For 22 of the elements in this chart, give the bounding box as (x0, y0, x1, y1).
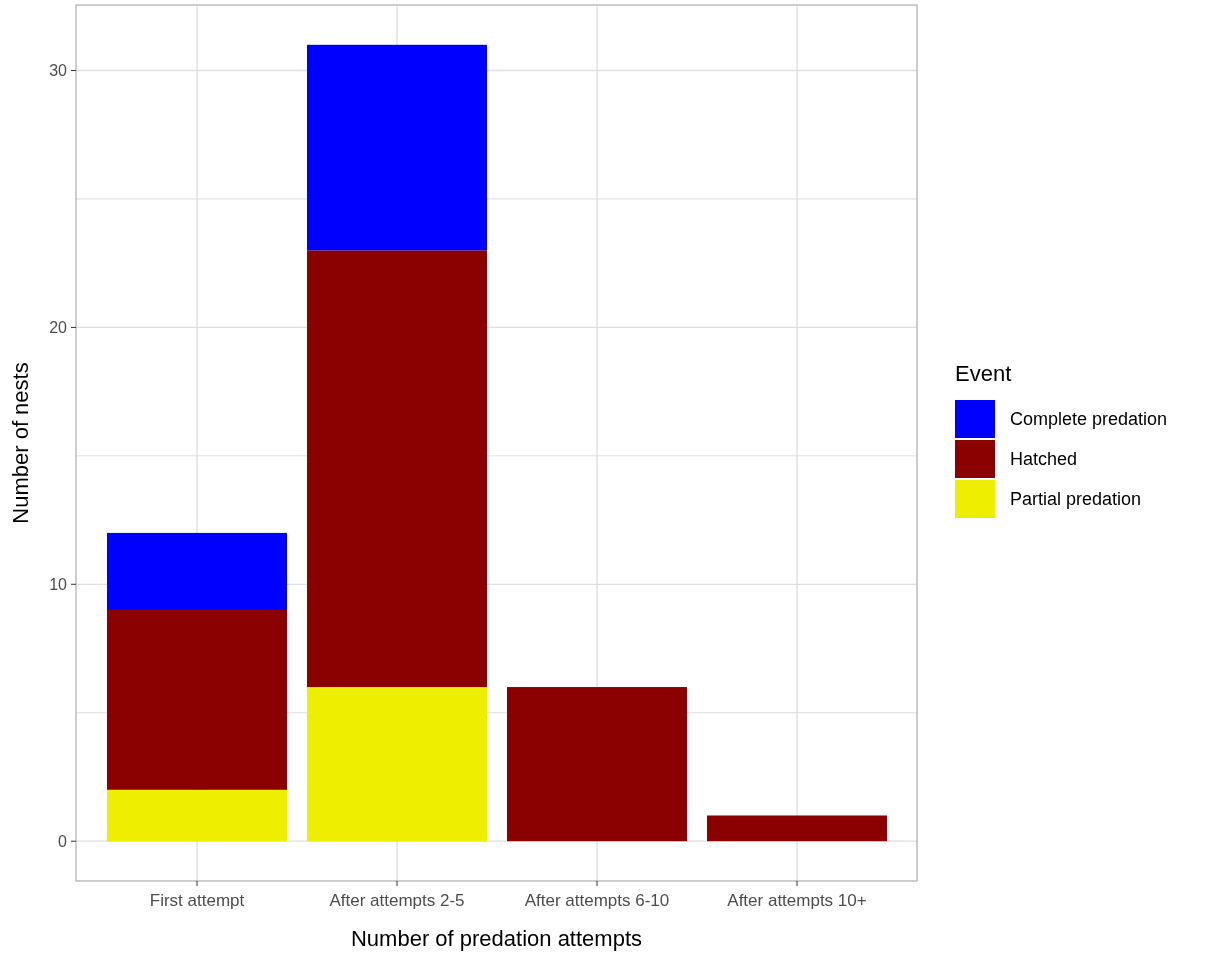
x-tick-label: First attempt (149, 891, 245, 910)
legend-label: Complete predation (1010, 409, 1168, 430)
bar (107, 609, 287, 790)
bar (307, 250, 487, 688)
bar (307, 44, 487, 251)
y-axis-title: Number of nests (8, 362, 33, 524)
y-tick-label: 30 (49, 62, 68, 80)
x-tick-label: After attempts 10+ (727, 891, 867, 910)
x-axis-title: Number of predation attempts (350, 926, 643, 951)
x-tick-label: After attempts 6-10 (524, 891, 670, 910)
bar (107, 532, 287, 610)
legend-label: Hatched (1010, 449, 1078, 470)
bar (307, 687, 487, 842)
y-tick-label: 20 (49, 319, 68, 336)
x-tick-label: After attempts 2-5 (329, 891, 465, 910)
bar (507, 687, 687, 842)
y-tick-label: 10 (49, 575, 68, 593)
bar (107, 789, 287, 842)
legend-label: Partial predation (1010, 489, 1142, 510)
legend-title: Event (955, 361, 1012, 386)
bar (707, 815, 887, 842)
y-tick-label: 0 (58, 832, 68, 850)
